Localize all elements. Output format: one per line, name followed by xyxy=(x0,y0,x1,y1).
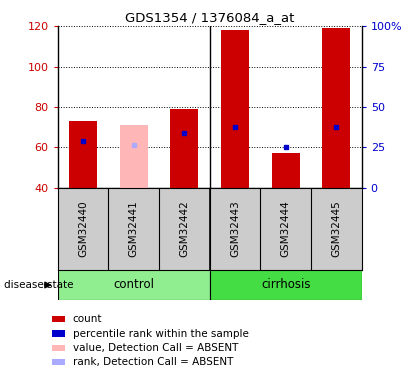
Bar xyxy=(210,270,362,300)
Bar xyxy=(221,30,249,188)
Bar xyxy=(53,345,65,351)
Text: GSM32444: GSM32444 xyxy=(281,200,291,257)
Text: value, Detection Call = ABSENT: value, Detection Call = ABSENT xyxy=(73,343,238,353)
Text: disease state: disease state xyxy=(4,280,74,290)
Text: cirrhosis: cirrhosis xyxy=(261,279,310,291)
Text: control: control xyxy=(113,279,154,291)
Text: GSM32440: GSM32440 xyxy=(78,200,88,257)
Text: GSM32443: GSM32443 xyxy=(230,200,240,257)
Text: GSM32442: GSM32442 xyxy=(179,200,189,257)
Bar xyxy=(53,316,65,322)
Text: GSM32445: GSM32445 xyxy=(331,200,341,257)
Bar xyxy=(322,28,350,188)
Text: percentile rank within the sample: percentile rank within the sample xyxy=(73,328,249,339)
Bar xyxy=(53,359,65,365)
Text: count: count xyxy=(73,314,102,324)
Bar xyxy=(58,270,210,300)
Text: rank, Detection Call = ABSENT: rank, Detection Call = ABSENT xyxy=(73,357,233,367)
Bar xyxy=(120,125,148,188)
Title: GDS1354 / 1376084_a_at: GDS1354 / 1376084_a_at xyxy=(125,11,294,24)
Bar xyxy=(170,109,198,188)
Bar xyxy=(272,153,300,188)
Bar xyxy=(53,330,65,337)
Bar xyxy=(69,121,97,188)
Text: GSM32441: GSM32441 xyxy=(129,200,139,257)
